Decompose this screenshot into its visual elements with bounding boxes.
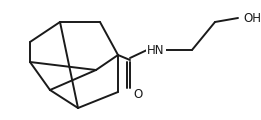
Text: OH: OH (243, 12, 261, 24)
Text: O: O (133, 89, 143, 102)
Text: HN: HN (147, 44, 165, 57)
